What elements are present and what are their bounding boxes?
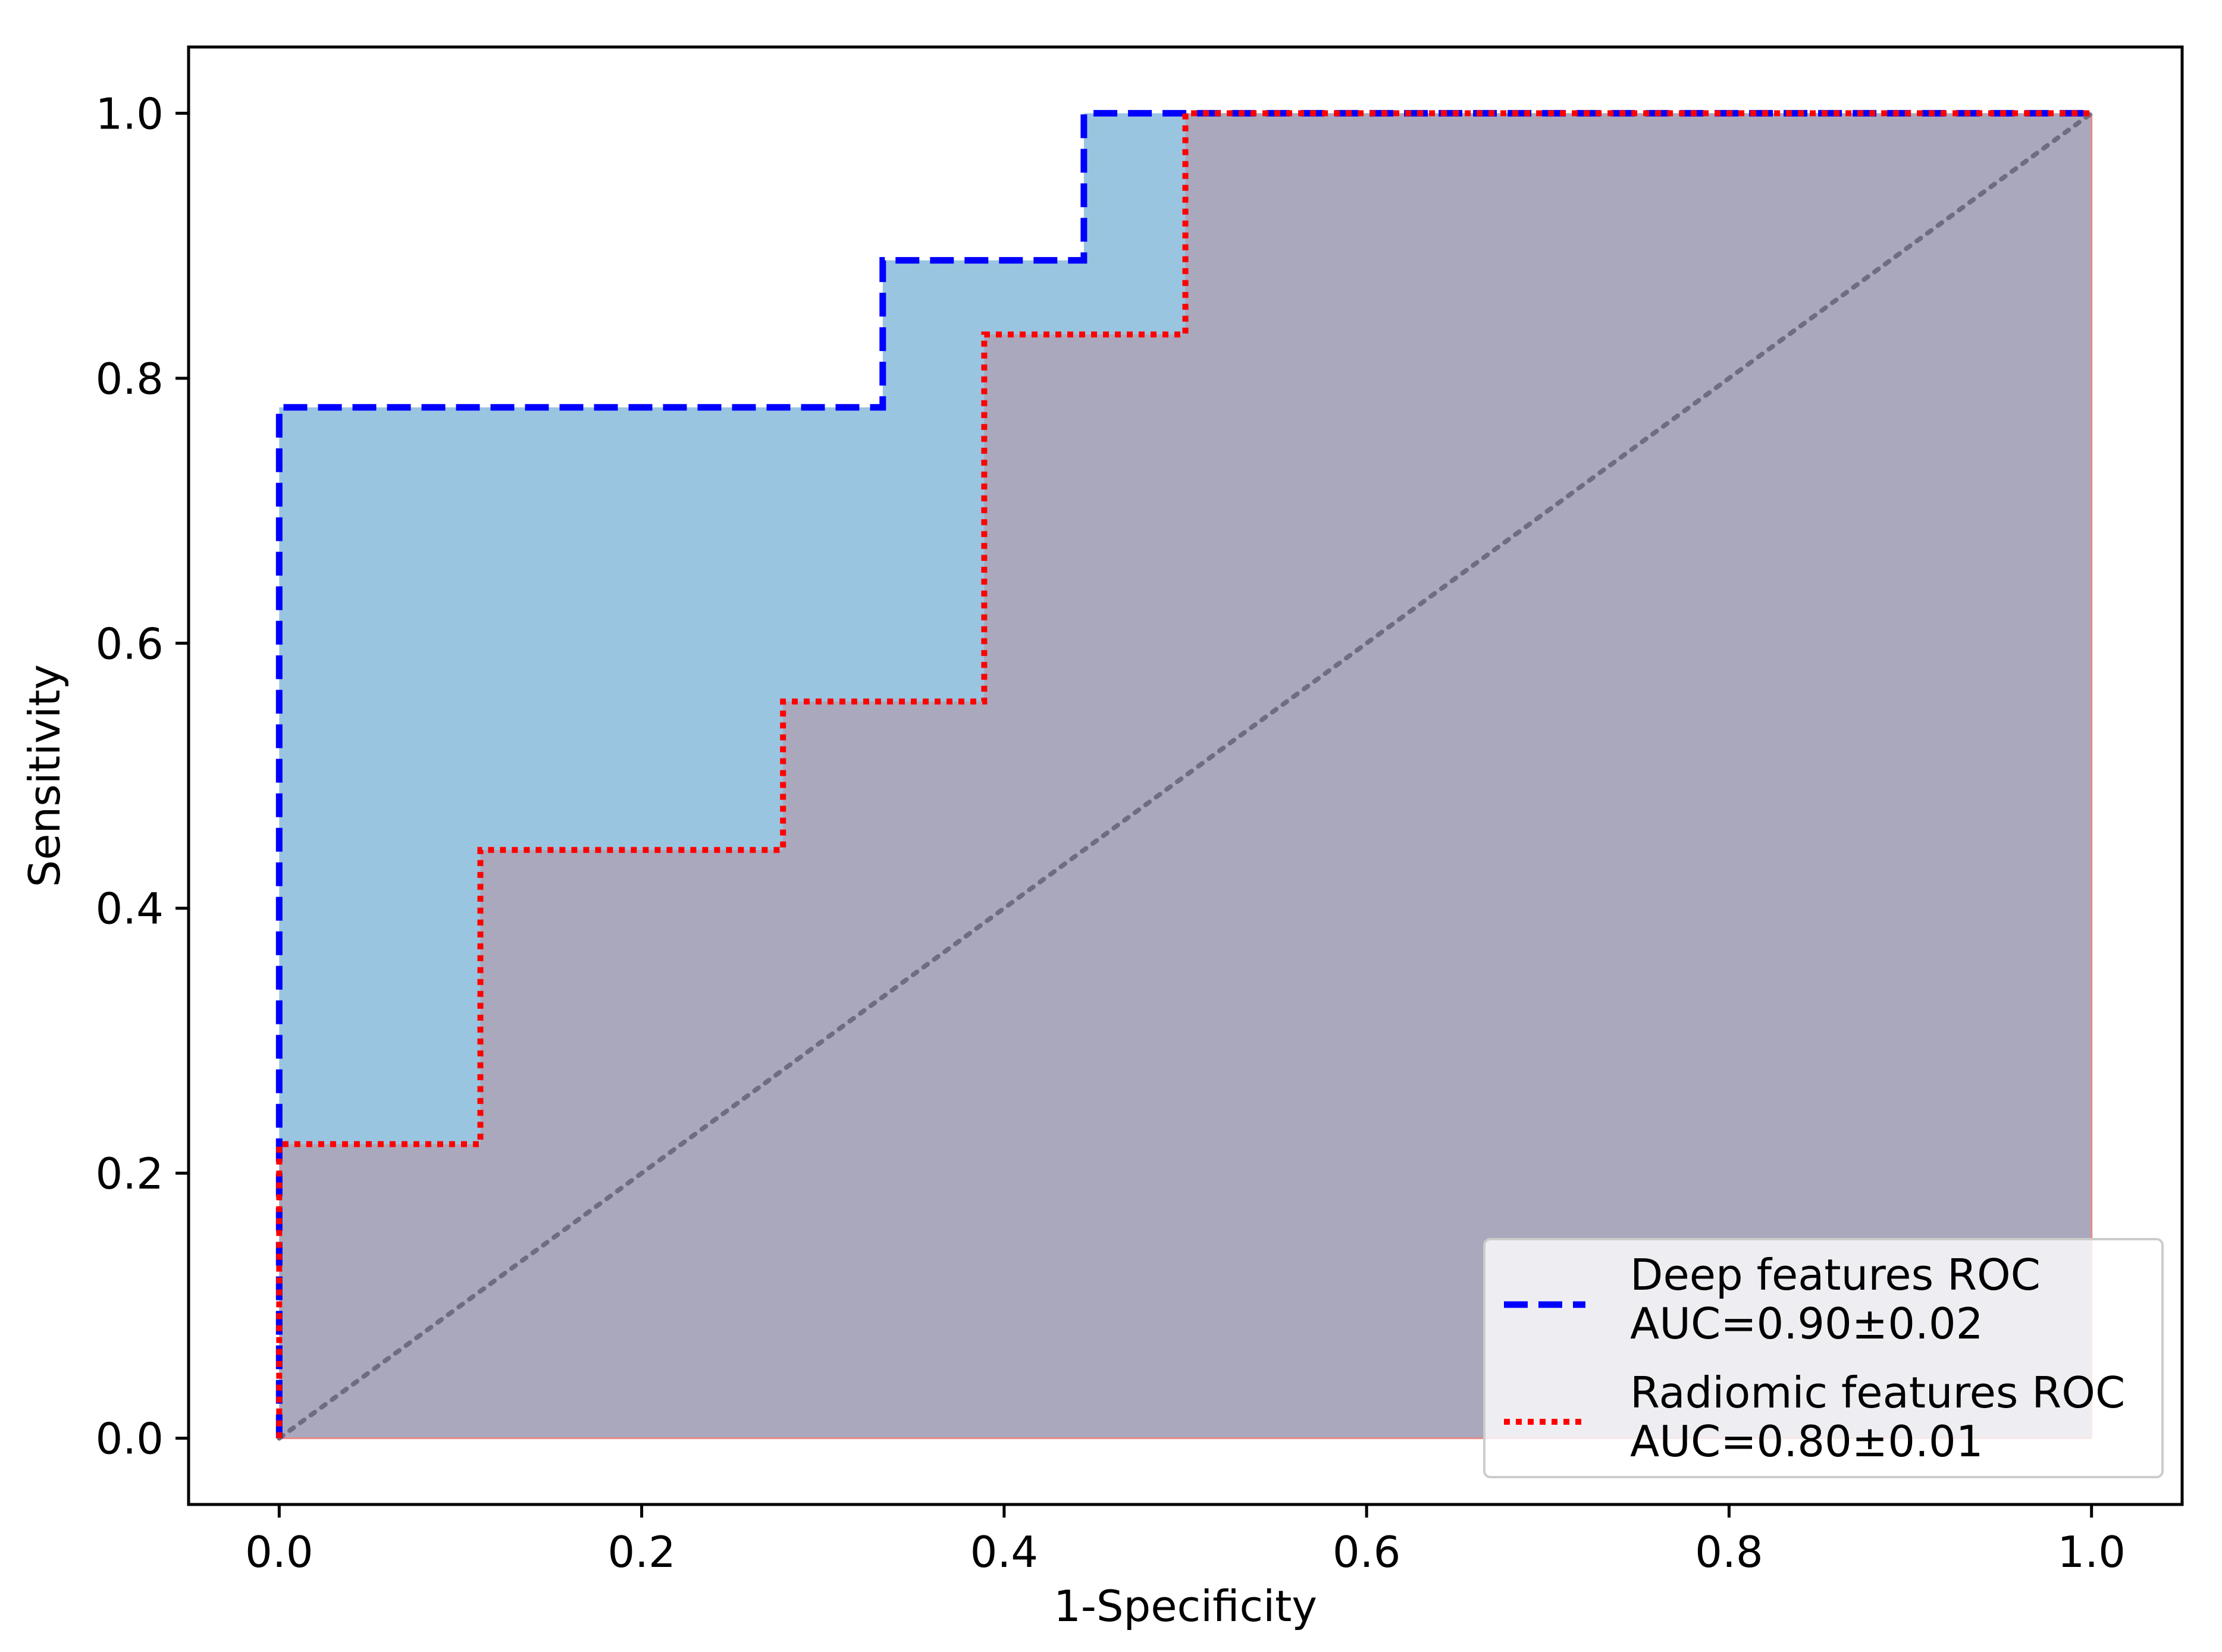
x-tick-label: 0.4 <box>970 1527 1039 1577</box>
roc-line-radiomic <box>276 110 2092 1438</box>
lines-layer <box>275 109 2094 1441</box>
x-tick-label: 0.0 <box>245 1527 314 1577</box>
legend-box <box>1483 1238 2164 1478</box>
chance-diagonal-line <box>277 111 2094 1441</box>
plot-frame <box>187 45 2184 1506</box>
legend: Deep features ROC AUC=0.90±0.02 Radiomic… <box>1483 1238 2164 1478</box>
y-tick-label: 0.0 <box>95 1414 164 1464</box>
x-tick-label: 0.6 <box>1333 1527 1401 1577</box>
ticks-layer: 0.0 0.2 0.4 0.6 0.8 1.0 0.0 0.2 0.4 0.6 0.8 1.0 <box>95 89 2125 1577</box>
x-tick-label: 0.2 <box>607 1527 676 1577</box>
legend-radiomic-title: Radiomic features ROC <box>1630 1368 2125 1418</box>
x-tick-label: 1.0 <box>2057 1527 2126 1577</box>
legend-deep-title: Deep features ROC <box>1630 1250 2041 1300</box>
y-axis-label: Sensitivity <box>20 664 70 888</box>
x-tick-label: 0.8 <box>1695 1527 1763 1577</box>
legend-deep-auc: AUC=0.90±0.02 <box>1630 1299 1983 1349</box>
y-tick-label: 0.4 <box>95 884 164 934</box>
y-tick-label: 0.6 <box>95 619 164 669</box>
y-tick-label: 1.0 <box>95 89 164 139</box>
roc-line-deep <box>275 109 2092 1438</box>
y-tick-label: 0.8 <box>95 354 164 404</box>
y-tick-label: 0.2 <box>95 1149 164 1199</box>
x-axis-label: 1-Specificity <box>1054 1581 1317 1631</box>
legend-radiomic-auc: AUC=0.80±0.01 <box>1630 1416 1983 1466</box>
